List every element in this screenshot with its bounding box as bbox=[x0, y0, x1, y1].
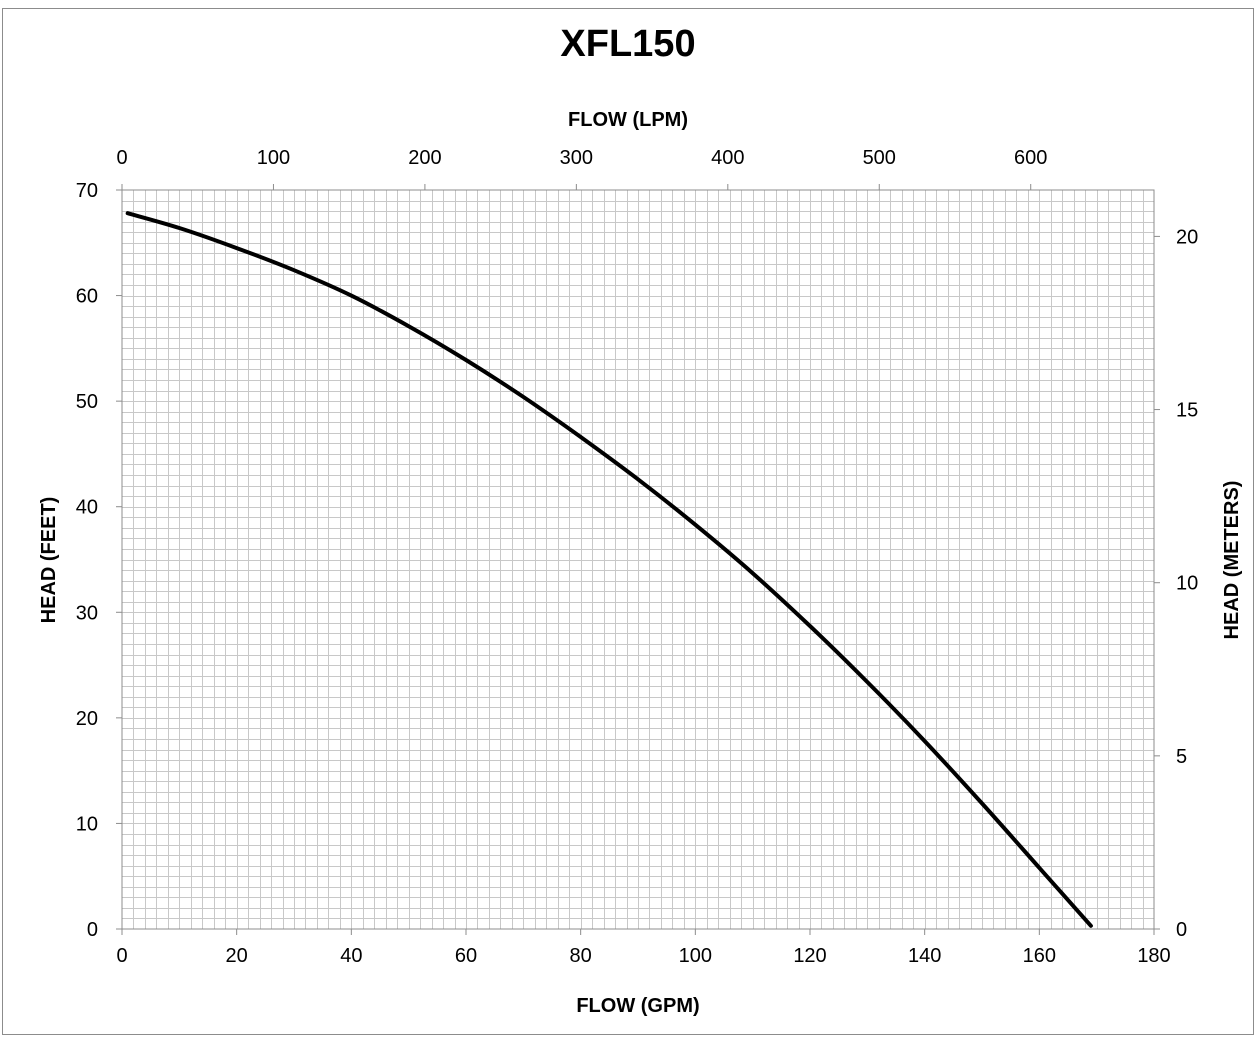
y-tick-label: 50 bbox=[76, 391, 98, 413]
x-tick-label: 120 bbox=[793, 945, 826, 967]
x2-tick-label: 100 bbox=[257, 147, 290, 169]
x2-axis-title: FLOW (LPM) bbox=[568, 109, 688, 131]
y-tick-label: 70 bbox=[76, 180, 98, 202]
axis-ticks: 0 20 40 60 80 100 120 140 160 1800102030405060700… bbox=[76, 147, 1199, 967]
x-tick-label: 0 bbox=[116, 945, 127, 967]
x-tick-label: 100 bbox=[679, 945, 712, 967]
y2-tick-label: 10 bbox=[1176, 573, 1198, 595]
x-tick-label: 60 bbox=[455, 945, 477, 967]
y2-tick-label: 0 bbox=[1176, 919, 1187, 941]
grid bbox=[122, 190, 1154, 929]
plot-area bbox=[121, 189, 1155, 930]
y2-axis-title: HEAD (METERS) bbox=[1221, 481, 1243, 640]
x2-tick-label: 500 bbox=[863, 147, 896, 169]
y-tick-label: 30 bbox=[76, 602, 98, 624]
y2-tick-label: 15 bbox=[1176, 400, 1198, 422]
x-axis-title: FLOW (GPM) bbox=[576, 995, 699, 1017]
y2-tick-label: 20 bbox=[1176, 226, 1198, 248]
y-tick-label: 40 bbox=[76, 497, 98, 519]
x-tick-label: 80 bbox=[570, 945, 592, 967]
head-curve-line bbox=[125, 211, 1093, 928]
y-tick-label: 0 bbox=[87, 919, 98, 941]
x2-tick-label: 200 bbox=[408, 147, 441, 169]
x-tick-label: 140 bbox=[908, 945, 941, 967]
x-tick-label: 160 bbox=[1023, 945, 1056, 967]
y-axis-title: HEAD (FEET) bbox=[38, 497, 60, 624]
x2-tick-label: 300 bbox=[560, 147, 593, 169]
x-tick-label: 40 bbox=[340, 945, 362, 967]
x2-tick-label: 0 bbox=[116, 147, 127, 169]
y2-tick-label: 5 bbox=[1176, 746, 1187, 768]
x-tick-label: 20 bbox=[226, 945, 248, 967]
y-tick-label: 10 bbox=[76, 813, 98, 835]
y-tick-label: 60 bbox=[76, 286, 98, 308]
chart-title: XFL150 bbox=[560, 23, 695, 65]
x2-tick-label: 400 bbox=[711, 147, 744, 169]
y-tick-label: 20 bbox=[76, 708, 98, 730]
series-layer bbox=[125, 211, 1093, 928]
x-tick-label: 180 bbox=[1137, 945, 1170, 967]
x2-tick-label: 600 bbox=[1014, 147, 1047, 169]
